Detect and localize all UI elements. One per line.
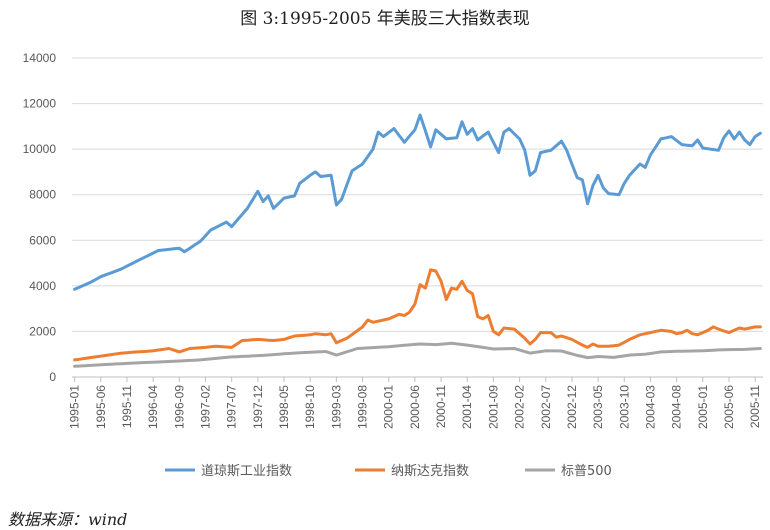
x-tick-label: 1995-01 [68, 385, 82, 429]
x-tick-label: 2003-05 [591, 385, 605, 429]
x-tick-label: 2001-09 [486, 385, 500, 429]
x-tick-label: 2002-02 [513, 385, 527, 429]
x-tick-label: 1998-10 [303, 385, 317, 429]
x-tick-label: 1996-09 [172, 385, 186, 429]
chart-title: 图 3:1995-2005 年美股三大指数表现 [240, 9, 530, 29]
x-tick-label: 2004-08 [670, 385, 684, 429]
x-tick-label: 2004-03 [643, 385, 657, 429]
series-lines [73, 113, 762, 368]
legend-label: 标普500 [561, 464, 612, 479]
x-tick-label: 1996-04 [146, 385, 160, 429]
x-tick-label: 2001-04 [460, 385, 474, 429]
x-tick-label: 2005-06 [722, 385, 736, 429]
y-tick-label: 14000 [23, 51, 57, 65]
x-tick-label: 2000-11 [434, 385, 448, 428]
source-note: 数据来源：wind [8, 510, 128, 529]
x-tick-label: 1997-12 [251, 385, 265, 429]
x-tick-label: 2000-06 [408, 385, 422, 429]
x-tick-label: 2002-12 [565, 385, 579, 429]
y-tick-label: 12000 [23, 97, 57, 111]
x-tick-label: 1998-05 [277, 385, 291, 429]
x-tick-label: 1999-03 [329, 385, 343, 429]
legend-label: 纳斯达克指数 [391, 464, 469, 479]
x-tick-label: 1995-06 [94, 385, 108, 429]
legend: 道琼斯工业指数 纳斯达克指数 标普500 [165, 464, 612, 479]
gridlines [72, 57, 763, 332]
x-tick-label: 1995-11 [120, 385, 134, 428]
y-tick-label: 8000 [29, 188, 56, 202]
x-tick-label: 1997-02 [198, 385, 212, 429]
x-tick-label: 2000-01 [382, 385, 396, 429]
x-tick-label: 2003-10 [617, 385, 631, 429]
x-tick-label: 1999-08 [356, 385, 370, 429]
axes: 0 2000 4000 6000 8000 10000 12000 14000 1995-01 1… [23, 51, 763, 429]
x-tick-label: 2005-01 [696, 385, 710, 429]
x-tick-label: 1997-07 [225, 385, 239, 429]
series-line [73, 113, 762, 291]
x-tick-label: 2005-11 [748, 385, 762, 428]
x-tick-label: 2002-07 [539, 385, 553, 429]
legend-label: 道琼斯工业指数 [201, 464, 292, 479]
y-tick-label: 2000 [29, 324, 56, 338]
y-tick-label: 10000 [23, 142, 57, 156]
y-tick-label: 6000 [29, 233, 56, 247]
y-tick-label: 4000 [29, 279, 56, 293]
y-tick-label: 0 [49, 370, 56, 384]
series-line [73, 268, 762, 362]
series-line [73, 341, 762, 368]
